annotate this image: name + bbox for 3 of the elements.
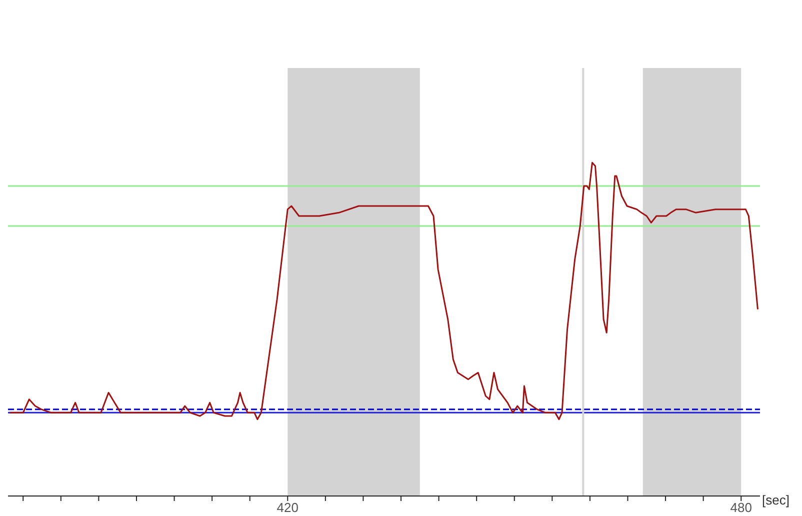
x-tick-label: 480: [730, 500, 752, 516]
x-tick-label: 420: [276, 500, 298, 516]
x-axis-title: [sec]: [762, 492, 790, 508]
